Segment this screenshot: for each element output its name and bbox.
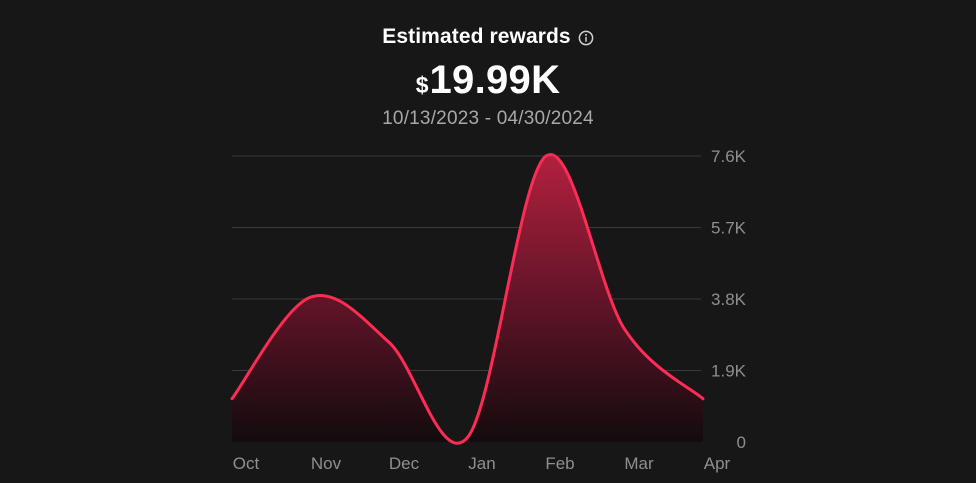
y-tick-label: 3.8K — [711, 290, 747, 309]
rewards-amount: $19.99K — [0, 58, 976, 103]
info-icon[interactable] — [578, 30, 594, 46]
y-tick-label: 0 — [737, 433, 746, 452]
x-tick-label: Dec — [389, 454, 420, 473]
y-tick-label: 5.7K — [711, 219, 747, 238]
page-title: Estimated rewards — [382, 25, 571, 48]
x-tick-label: Mar — [624, 454, 654, 473]
y-tick-label: 7.6K — [711, 147, 747, 166]
x-tick-label: Oct — [233, 454, 260, 473]
x-tick-label: Apr — [704, 454, 731, 473]
currency-symbol: $ — [415, 72, 429, 98]
title-row: Estimated rewards — [0, 25, 976, 49]
amount-value: 19.99K — [429, 58, 561, 102]
series-line — [230, 153, 705, 445]
x-tick-label: Feb — [545, 454, 574, 473]
area-layer — [232, 154, 703, 442]
series-area — [232, 154, 703, 442]
y-tick-label: 1.9K — [711, 362, 747, 381]
x-axis-ticks: Oct Nov Dec Jan Feb Mar Apr — [233, 454, 731, 473]
x-tick-label: Jan — [468, 454, 495, 473]
date-range: 10/13/2023 - 04/30/2024 — [382, 108, 594, 129]
y-axis-ticks: 0 1.9K 3.8K 5.7K 7.6K — [711, 147, 747, 452]
line-layer — [230, 153, 705, 445]
x-tick-label: Nov — [311, 454, 342, 473]
